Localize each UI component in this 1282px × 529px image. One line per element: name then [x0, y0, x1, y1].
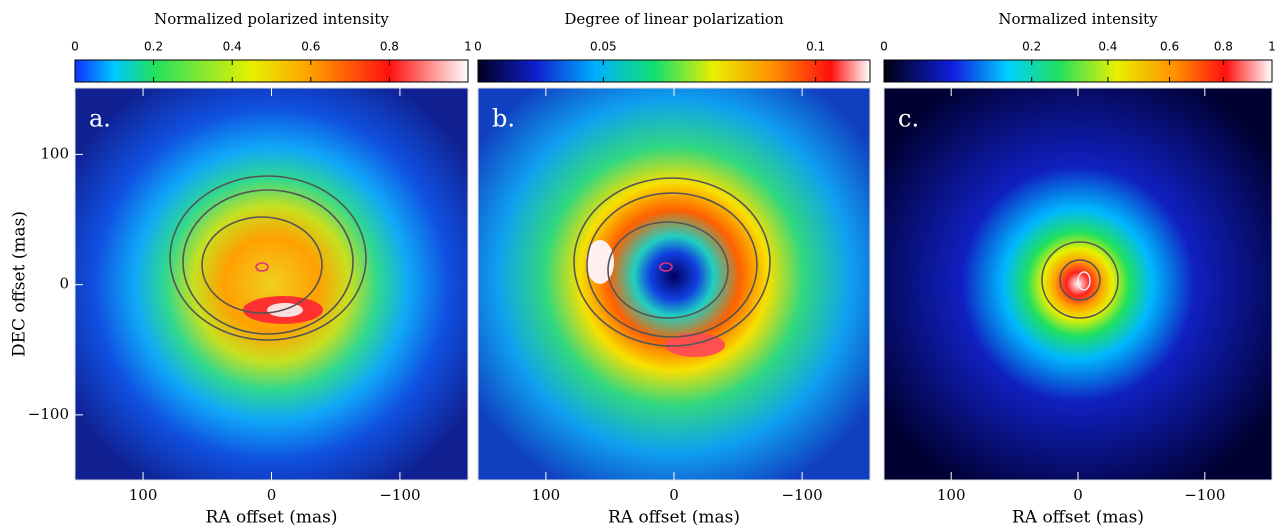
colorbar-title: Normalized intensity — [998, 10, 1158, 28]
x-tick-label: 0 — [267, 486, 277, 504]
colorbar-tick-label: 0.8 — [380, 40, 399, 54]
x-axis-label: RA offset (mas) — [608, 508, 740, 528]
colorbar-tick-label: 0.2 — [144, 40, 163, 54]
colorbar-tick-label: 0.2 — [1022, 40, 1041, 54]
colorbar — [477, 59, 871, 83]
x-tick-label: −100 — [1184, 486, 1225, 504]
x-tick-label: 100 — [937, 486, 966, 504]
x-axis-label: RA offset (mas) — [1012, 508, 1144, 528]
colorbar-tick-label: 0.6 — [1160, 40, 1179, 54]
colorbar — [883, 59, 1273, 83]
colorbar-title: Normalized polarized intensity — [154, 10, 389, 28]
y-axis-label: DEC offset (mas) — [10, 211, 30, 357]
panel-label: b. — [492, 105, 515, 133]
x-tick-label: 100 — [129, 486, 158, 504]
colorbar-tick-label: 0.4 — [223, 40, 242, 54]
colorbar-tick-label: 0.4 — [1098, 40, 1117, 54]
panel-label: c. — [898, 105, 919, 133]
x-tick-label: −100 — [379, 486, 420, 504]
x-tick-label: 100 — [532, 486, 561, 504]
image-panel — [884, 88, 1272, 480]
colorbar-tick-label: 0 — [880, 40, 888, 54]
colorbar-title: Degree of linear polarization — [564, 10, 784, 28]
image-panel — [75, 88, 468, 480]
colorbar-tick-label: 1 — [464, 40, 472, 54]
colorbar-tick-label: 0.05 — [590, 40, 617, 54]
colorbar — [74, 59, 469, 83]
colorbar-tick-label: 0.8 — [1214, 40, 1233, 54]
y-tick-label: 0 — [59, 275, 69, 293]
colorbar-tick-label: 1 — [1268, 40, 1276, 54]
x-tick-label: −100 — [782, 486, 823, 504]
colorbar-tick-label: 0 — [474, 40, 482, 54]
x-axis-label: RA offset (mas) — [205, 508, 337, 528]
y-tick-label: 100 — [40, 144, 69, 162]
y-tick-label: −100 — [28, 405, 69, 423]
x-tick-label: 0 — [1073, 486, 1083, 504]
panel-label: a. — [89, 105, 111, 133]
image-panel — [478, 88, 870, 480]
colorbar-tick-label: 0 — [71, 40, 79, 54]
colorbar-tick-label: 0.1 — [806, 40, 825, 54]
colorbar-tick-label: 0.6 — [301, 40, 320, 54]
x-tick-label: 0 — [669, 486, 679, 504]
